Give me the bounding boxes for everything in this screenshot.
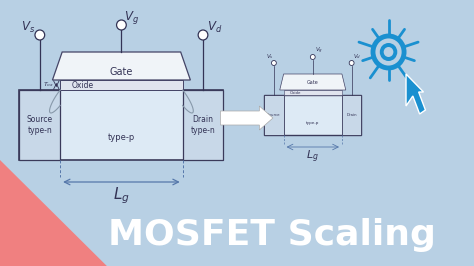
Bar [60, 80, 182, 90]
Text: Gate: Gate [109, 67, 133, 77]
Bar [19, 90, 223, 160]
Circle shape [383, 47, 393, 57]
Circle shape [117, 20, 126, 30]
Polygon shape [0, 160, 107, 266]
Bar [264, 95, 283, 135]
Text: MOSFET Scaling: MOSFET Scaling [108, 218, 436, 252]
Bar [283, 90, 342, 95]
Circle shape [272, 60, 276, 65]
Polygon shape [406, 74, 426, 114]
Text: Drain: Drain [346, 113, 357, 117]
Bar [182, 90, 223, 160]
Text: $V_d$: $V_d$ [353, 52, 362, 61]
Text: $V_d$: $V_d$ [207, 19, 222, 35]
Text: type-p: type-p [108, 134, 135, 143]
Text: Source: Source [267, 113, 281, 117]
Text: Oxide: Oxide [72, 81, 94, 89]
Circle shape [198, 30, 208, 40]
Text: Gate: Gate [307, 81, 319, 85]
Text: $T_{ox}$: $T_{ox}$ [43, 81, 55, 89]
Text: $V_s$: $V_s$ [266, 52, 274, 61]
Text: $L_g$: $L_g$ [306, 149, 319, 165]
Text: $V_g$: $V_g$ [315, 46, 323, 56]
Bar [19, 90, 60, 160]
Text: $V_g$: $V_g$ [124, 9, 138, 26]
Text: Source
type-n: Source type-n [27, 115, 53, 135]
Bar [342, 95, 361, 135]
Circle shape [349, 60, 354, 65]
Circle shape [310, 55, 315, 60]
Polygon shape [53, 52, 191, 80]
Bar [264, 95, 361, 135]
Text: $V_s$: $V_s$ [21, 19, 35, 35]
Circle shape [35, 30, 45, 40]
FancyArrow shape [220, 106, 273, 130]
Text: type-p: type-p [306, 121, 319, 125]
Circle shape [380, 43, 397, 61]
Text: Oxide: Oxide [290, 90, 301, 94]
Text: Drain
type-n: Drain type-n [191, 115, 215, 135]
Text: $L_g$: $L_g$ [113, 186, 130, 206]
Polygon shape [280, 74, 346, 90]
